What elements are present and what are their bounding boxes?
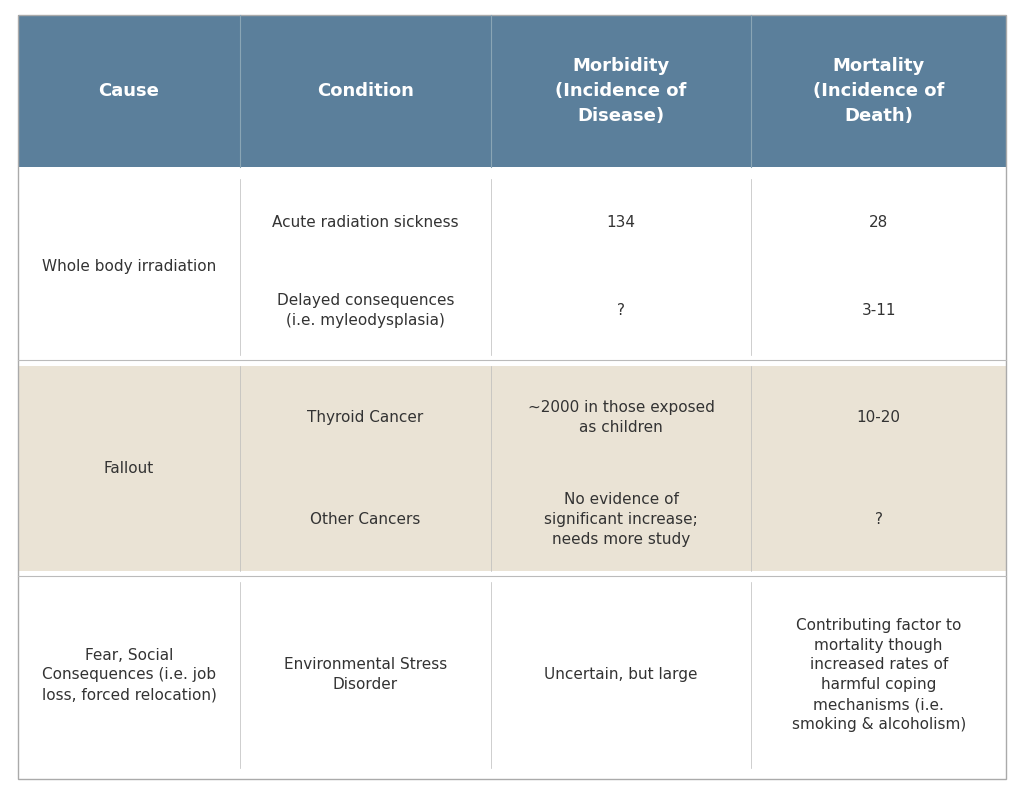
Text: Condition: Condition xyxy=(316,82,414,100)
Text: Delayed consequences
(i.e. myleodysplasia): Delayed consequences (i.e. myleodysplasi… xyxy=(276,293,454,328)
Text: 134: 134 xyxy=(606,215,636,230)
Text: Contributing factor to
mortality though
increased rates of
harmful coping
mechan: Contributing factor to mortality though … xyxy=(792,618,966,732)
Bar xyxy=(18,15,240,168)
Text: Mortality
(Incidence of
Death): Mortality (Incidence of Death) xyxy=(813,57,944,125)
Text: ?: ? xyxy=(617,303,625,318)
Text: Acute radiation sickness: Acute radiation sickness xyxy=(272,215,459,230)
Text: Other Cancers: Other Cancers xyxy=(310,512,421,527)
Bar xyxy=(18,179,1006,355)
Text: Environmental Stress
Disorder: Environmental Stress Disorder xyxy=(284,657,446,692)
Text: Uncertain, but large: Uncertain, but large xyxy=(545,667,697,682)
Text: Cause: Cause xyxy=(98,82,160,100)
Text: 3-11: 3-11 xyxy=(861,303,896,318)
Text: ~2000 in those exposed
as children: ~2000 in those exposed as children xyxy=(527,400,715,434)
Text: Whole body irradiation: Whole body irradiation xyxy=(42,259,216,274)
Text: Thyroid Cancer: Thyroid Cancer xyxy=(307,410,424,425)
Bar xyxy=(490,15,752,168)
Text: ?: ? xyxy=(874,512,883,527)
Text: Fallout: Fallout xyxy=(103,461,154,476)
Text: Fear, Social
Consequences (i.e. job
loss, forced relocation): Fear, Social Consequences (i.e. job loss… xyxy=(42,648,216,702)
Text: No evidence of
significant increase;
needs more study: No evidence of significant increase; nee… xyxy=(544,492,698,547)
Text: 10-20: 10-20 xyxy=(857,410,901,425)
Bar xyxy=(240,15,490,168)
Text: 28: 28 xyxy=(869,215,888,230)
Text: Morbidity
(Incidence of
Disease): Morbidity (Incidence of Disease) xyxy=(555,57,687,125)
Bar xyxy=(18,582,1006,768)
Bar xyxy=(752,15,1006,168)
Bar xyxy=(18,366,1006,571)
